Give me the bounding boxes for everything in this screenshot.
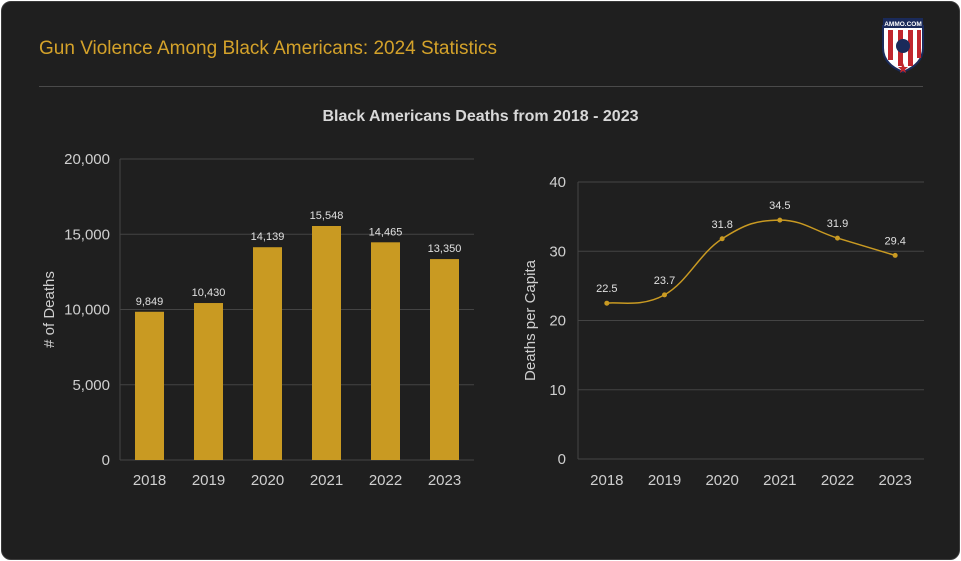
bar-x-tick-label: 2021 [310,472,343,489]
bar-2021 [312,226,341,460]
line-y-tick-label: 30 [549,243,566,260]
page-title: Gun Violence Among Black Americans: 2024… [39,38,498,59]
bar-2019 [194,303,223,460]
bar-chart: 0 5,000 10,000 15,000 20,000 9,849 2018 10,430 2… [41,151,474,489]
bar-y-axis-title: # of Deaths [41,271,58,348]
line-point-2020 [719,236,725,242]
line-data-label: 31.8 [711,219,732,231]
bar-x-tick-label: 2018 [133,472,166,489]
line-x-tick-label: 2018 [590,472,623,489]
line-y-tick-label: 10 [549,382,566,399]
line-x-tick-label: 2019 [648,472,681,489]
bar-2020 [253,247,282,460]
bar-data-label: 9,849 [136,296,164,308]
logo-text: AMMO.COM [884,21,922,28]
line-chart: 0 10 20 30 40 22.5 2018 23.7 2019 31.8 2020 34.5 202… [522,174,924,489]
line-point-2019 [662,292,667,298]
line-data-label: 29.4 [884,235,905,247]
bar-x-tick-label: 2023 [428,472,461,489]
bar-y-tick-label: 0 [102,452,110,469]
line-x-tick-label: 2023 [878,472,911,489]
bar-data-label: 10,430 [192,287,226,299]
bar-2022 [371,242,400,460]
line-data-label: 34.5 [769,200,790,212]
bar-2018 [135,311,164,460]
line-data-label: 22.5 [596,283,617,295]
bar-x-tick-label: 2020 [251,472,284,489]
bar-y-tick-label: 5,000 [72,377,110,394]
bar-data-label: 14,465 [369,226,403,238]
line-point-2018 [604,300,610,306]
line-point-2023 [892,252,898,258]
bar-x-tick-label: 2022 [369,472,402,489]
bar-data-label: 13,350 [428,243,462,255]
bar-y-tick-label: 10,000 [64,302,110,319]
line-y-tick-label: 20 [549,313,566,330]
bar-data-label: 15,548 [310,210,344,222]
line-y-tick-label: 0 [558,451,566,468]
line-point-2022 [835,235,840,241]
bar-x-tick-label: 2019 [192,472,225,489]
line-point-2021 [777,217,783,223]
chart-subtitle: Black Americans Deaths from 2018 - 2023 [322,108,639,125]
line-data-label: 23.7 [654,275,675,287]
bar-y-tick-label: 20,000 [64,151,110,168]
bar-data-label: 14,139 [251,231,285,243]
bar-y-tick-label: 15,000 [64,226,110,243]
line-x-tick-label: 2020 [705,472,738,489]
line-data-label: 31.9 [827,218,848,230]
ammo-logo-icon: AMMO.COM [882,18,924,74]
bar-2023 [430,259,459,460]
header-divider [39,86,923,87]
line-x-tick-label: 2021 [763,472,796,489]
line-series [606,219,896,304]
line-x-tick-label: 2022 [821,472,854,489]
line-y-tick-label: 40 [549,174,566,191]
line-y-axis-title: Deaths per Capita [522,259,539,381]
